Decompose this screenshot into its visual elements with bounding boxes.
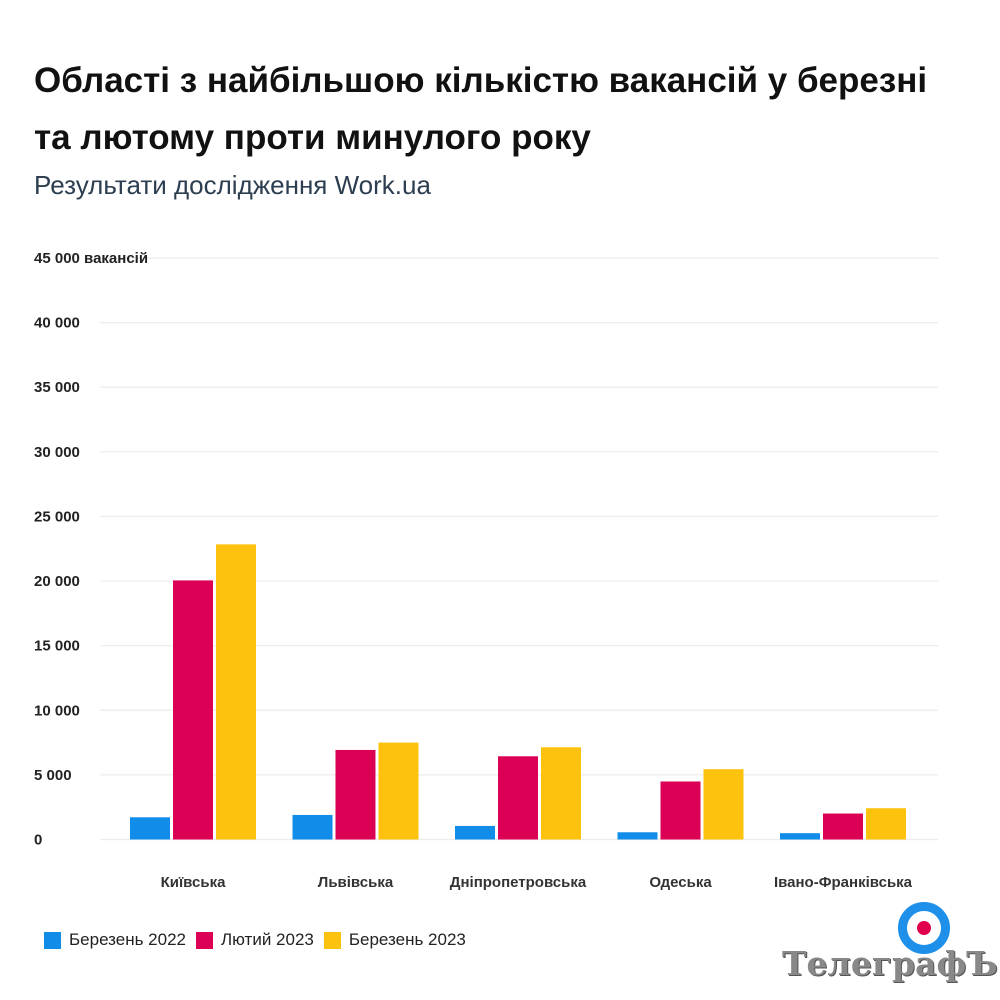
bar-березень-2023: [541, 747, 581, 840]
x-tick-label: Київська: [161, 874, 227, 891]
legend-label: Березень 2023: [348, 930, 466, 949]
y-tick-label: 5 000: [34, 767, 72, 784]
bar-лютий-2023: [335, 749, 376, 840]
x-tick-label: Дніпропетровська: [450, 874, 587, 891]
bar-березень-2023: [378, 742, 419, 840]
x-tick-label: Одеська: [649, 874, 712, 891]
y-tick-label: 45 000 вакансій: [34, 250, 148, 267]
bar-березень-2022: [780, 833, 820, 840]
logo-text: ТелеграфЪ: [782, 944, 998, 983]
x-tick-label: Львівська: [318, 874, 394, 891]
bar-березень-2022: [617, 832, 658, 840]
legend: Березень 2022 Лютий 2023 Березень 2023: [44, 930, 466, 950]
bar-березень-2022: [455, 825, 495, 840]
bar-лютий-2023: [498, 756, 538, 840]
y-tick-label: 20 000: [34, 573, 80, 590]
legend-item: Березень 2023: [323, 930, 466, 950]
y-tick-label: 10 000: [34, 702, 80, 719]
y-tick-label: 40 000: [34, 315, 80, 332]
bar-березень-2023: [216, 544, 256, 840]
legend-item: Лютий 2023: [196, 930, 314, 950]
legend-swatch: [44, 931, 61, 949]
x-tick-label: Івано-Франківська: [774, 874, 913, 891]
legend-swatch: [323, 931, 341, 949]
y-tick-label: 30 000: [34, 444, 80, 461]
y-tick-label: 25 000: [34, 508, 80, 525]
legend-label: Березень 2022: [69, 930, 186, 949]
chart-subtitle: Результати дослідження Work.ua: [34, 170, 431, 200]
legend-item: Березень 2022: [44, 930, 186, 950]
bar-лютий-2023: [823, 813, 863, 840]
logo-ring-icon: [898, 902, 950, 954]
bar-лютий-2023: [173, 580, 213, 840]
y-tick-label: 0: [34, 832, 42, 849]
y-tick-label: 15 000: [34, 638, 80, 655]
y-tick-label: 35 000: [34, 379, 80, 396]
bar-березень-2023: [866, 808, 906, 840]
bar-березень-2023: [703, 769, 744, 840]
bar-березень-2022: [130, 817, 170, 840]
telegraf-logo: ТелеграфЪ: [780, 902, 998, 992]
legend-swatch: [196, 931, 213, 949]
bar-лютий-2023: [660, 781, 701, 840]
chart-title: Області з найбільшою кількістю вакансій …: [34, 61, 928, 157]
legend-label: Лютий 2023: [221, 930, 314, 949]
bar-березень-2022: [292, 814, 333, 840]
